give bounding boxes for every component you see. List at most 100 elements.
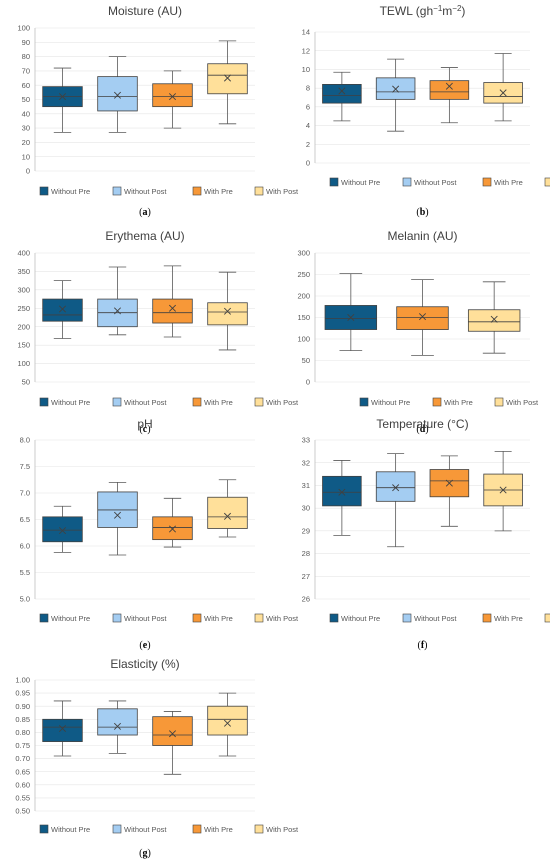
box-without-post bbox=[97, 56, 138, 133]
mean-marker bbox=[58, 93, 67, 101]
y-tick-label: 6 bbox=[306, 102, 310, 111]
iqr-box bbox=[467, 309, 521, 332]
iqr-box bbox=[42, 298, 83, 322]
y-tick-label: 26 bbox=[302, 595, 310, 604]
legend-item: With Post bbox=[254, 186, 299, 196]
chart-title: Temperature (°C) bbox=[376, 417, 468, 431]
y-tick-label: 4 bbox=[306, 121, 310, 130]
legend-swatch bbox=[329, 613, 339, 623]
y-tick-label: 150 bbox=[297, 313, 310, 322]
box-with-pre bbox=[152, 711, 193, 775]
panel-label: (f) bbox=[417, 640, 427, 651]
legend-label: Without Pre bbox=[51, 825, 90, 834]
mean-marker bbox=[113, 307, 122, 315]
box-with-post bbox=[483, 450, 523, 532]
box-with-post bbox=[207, 479, 248, 538]
legend-item: Without Post bbox=[112, 397, 167, 407]
legend-item: With Post bbox=[544, 177, 550, 187]
legend-item: Without Pre bbox=[39, 824, 90, 834]
box-without-pre bbox=[42, 280, 83, 339]
legend-swatch bbox=[192, 186, 202, 196]
iqr-box bbox=[207, 496, 248, 529]
iqr-box bbox=[152, 516, 193, 541]
mean-marker bbox=[490, 315, 498, 323]
mean-marker bbox=[168, 304, 177, 312]
y-tick-label: 30 bbox=[22, 124, 30, 133]
legend-swatch bbox=[254, 397, 264, 407]
legend-swatch bbox=[39, 613, 49, 623]
box-without-pre bbox=[42, 67, 83, 133]
panel-label: (e) bbox=[139, 640, 150, 651]
legend-item: With Pre bbox=[432, 397, 473, 407]
legend-item: With Pre bbox=[482, 613, 523, 623]
legend-swatch bbox=[112, 824, 122, 834]
mean-marker bbox=[168, 730, 177, 738]
box-with-post bbox=[483, 53, 523, 122]
mean-marker bbox=[223, 719, 232, 727]
y-tick-label: 1.00 bbox=[15, 676, 30, 685]
legend-label: Without Pre bbox=[51, 398, 90, 407]
mean-marker bbox=[223, 512, 232, 520]
legend-swatch bbox=[329, 177, 339, 187]
legend-item: Without Post bbox=[402, 613, 457, 623]
y-tick-label: 100 bbox=[17, 24, 30, 33]
iqr-box bbox=[322, 84, 362, 104]
legend-item: Without Pre bbox=[329, 177, 380, 187]
legend-swatch bbox=[39, 186, 49, 196]
legend-item: With Post bbox=[254, 613, 299, 623]
y-tick-label: 0.65 bbox=[15, 767, 30, 776]
mean-marker bbox=[58, 527, 67, 535]
y-tick-label: 250 bbox=[297, 270, 310, 279]
legend-swatch bbox=[192, 397, 202, 407]
y-tick-label: 29 bbox=[302, 526, 310, 535]
y-tick-label: 60 bbox=[22, 81, 30, 90]
y-tick-label: 80 bbox=[22, 52, 30, 61]
y-tick-label: 5.0 bbox=[20, 595, 30, 604]
legend-item: Without Pre bbox=[329, 613, 380, 623]
y-tick-label: 400 bbox=[17, 249, 30, 258]
chart-title: Moisture (AU) bbox=[108, 4, 182, 18]
chart-panel-f: Temperature (°C) 26 27 28 29 30 31 32 33 Without … bbox=[302, 417, 550, 651]
chart-title: pH bbox=[137, 417, 152, 431]
legend-label: Without Pre bbox=[51, 614, 90, 623]
legend-swatch bbox=[482, 177, 492, 187]
mean-marker bbox=[113, 722, 122, 730]
legend-item: With Pre bbox=[192, 397, 233, 407]
y-tick-label: 12 bbox=[302, 46, 310, 55]
mean-marker bbox=[338, 87, 346, 95]
y-tick-label: 0.50 bbox=[15, 807, 30, 816]
mean-marker bbox=[499, 89, 507, 97]
mean-marker bbox=[499, 486, 507, 494]
box-without-pre bbox=[324, 273, 378, 352]
legend: Without Pre Without Post With Pre With Post bbox=[39, 397, 299, 407]
legend-label: With Post bbox=[266, 187, 299, 196]
mean-marker bbox=[168, 525, 177, 533]
legend-item: With Post bbox=[494, 397, 539, 407]
y-tick-label: 50 bbox=[22, 95, 30, 104]
y-tick-label: 0.95 bbox=[15, 689, 30, 698]
legend-label: Without Pre bbox=[51, 187, 90, 196]
legend-label: With Post bbox=[506, 398, 539, 407]
iqr-box bbox=[207, 302, 248, 326]
iqr-box bbox=[152, 716, 193, 746]
chart-panel-d: Melanin (AU) 0 50 100 150 200 250 300 Without Pr… bbox=[297, 229, 539, 435]
legend-swatch bbox=[254, 824, 264, 834]
box-without-pre bbox=[322, 71, 362, 122]
y-tick-label: 10 bbox=[302, 65, 310, 74]
legend-label: With Post bbox=[266, 614, 299, 623]
box-without-post bbox=[375, 453, 416, 548]
iqr-box bbox=[429, 80, 470, 100]
y-tick-label: 30 bbox=[302, 504, 310, 513]
legend-label: Without Pre bbox=[341, 178, 380, 187]
legend-swatch bbox=[112, 397, 122, 407]
legend-swatch bbox=[544, 177, 550, 187]
legend-label: With Post bbox=[266, 398, 299, 407]
box-with-post bbox=[467, 281, 521, 354]
mean-marker bbox=[223, 74, 232, 82]
mean-marker bbox=[418, 313, 427, 321]
iqr-box bbox=[97, 708, 138, 736]
y-tick-label: 70 bbox=[22, 67, 30, 76]
box-with-post bbox=[207, 40, 248, 125]
y-tick-label: 200 bbox=[297, 292, 310, 301]
legend-item: With Pre bbox=[482, 177, 523, 187]
